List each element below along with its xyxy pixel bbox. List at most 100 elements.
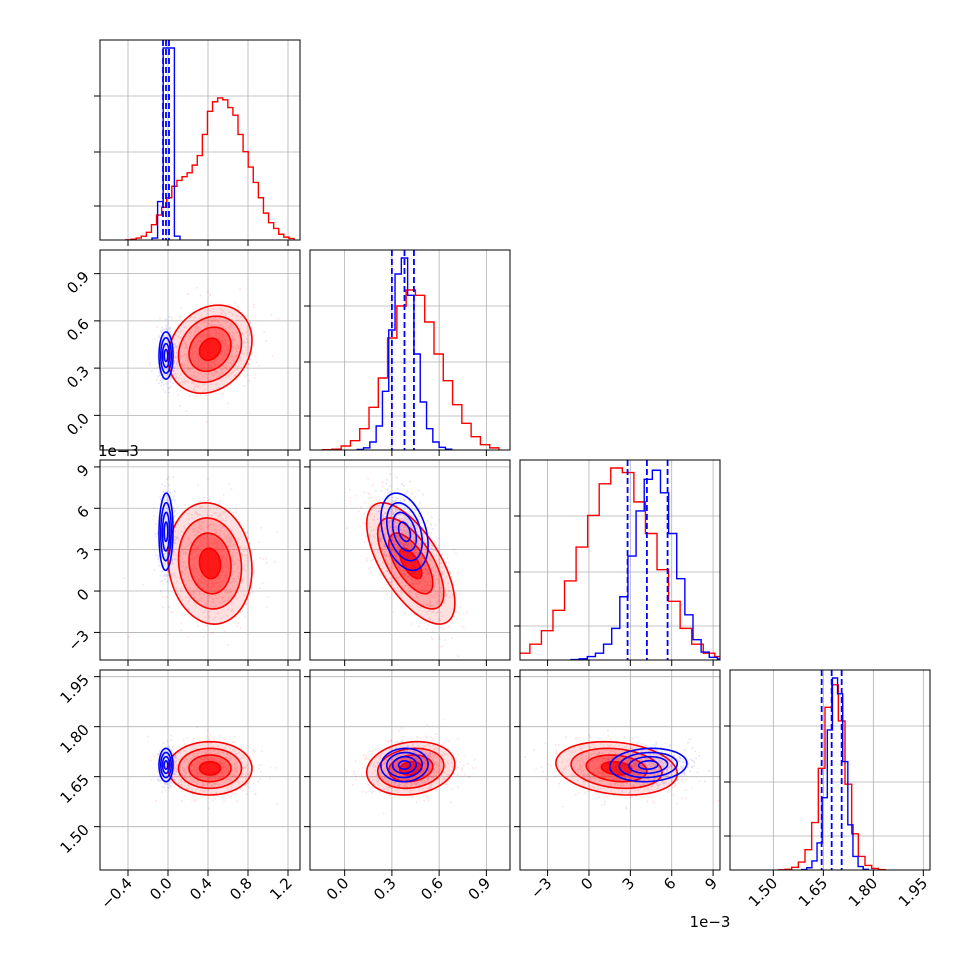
x-offset-label: 1e−3: [690, 913, 731, 931]
panel-content-3-1: [346, 718, 478, 815]
x-tick-label: 0.0: [323, 874, 353, 904]
contour-1: [159, 501, 173, 562]
hist-p3-series-0: [520, 467, 720, 658]
contour-1: [161, 755, 171, 775]
y-tick-label: 0.6: [63, 315, 93, 345]
y-tick-label: 1.95: [56, 671, 92, 707]
density-fill: [601, 761, 632, 775]
y-tick-label: 0.0: [63, 409, 93, 439]
x-tick-label: 0.3: [370, 874, 400, 904]
contour-0: [188, 532, 232, 595]
contour-1: [385, 751, 423, 779]
x-tick-label: 1.50: [745, 874, 781, 910]
contour-1: [161, 342, 171, 369]
scatter-1-2-0: [154, 476, 179, 592]
panel-3-0: −0.4 0.0 0.4 0.8 1.2 1.50 1.65 1.80 1.95: [56, 669, 301, 913]
panel-1-1: [304, 249, 511, 456]
y-tick-label: 0.3: [63, 362, 93, 392]
panels-layer: 0.0 0.3 0.6 0.9 −3 0 3 6 9 1e−3 −0.4 0.0 0.4 0.8 1.2 1.…: [56, 39, 931, 931]
contour-1: [163, 760, 169, 770]
panel-content-1-0: [149, 286, 280, 423]
hist-p2-series-0: [321, 289, 500, 450]
x-tick-label: 1.65: [795, 874, 831, 910]
contour-1: [397, 521, 412, 543]
grid-1-1: [310, 250, 510, 450]
contour-0: [177, 517, 243, 610]
x-tick-label: −3: [527, 874, 555, 902]
panel-frame: [519, 669, 721, 871]
contour-1: [163, 348, 169, 363]
hist-p4-series-0: [777, 684, 886, 870]
panel-frame: [99, 249, 301, 451]
contour-1: [163, 521, 169, 543]
x-tick-label: 0: [577, 874, 596, 893]
scatter-points: [346, 478, 468, 657]
y-offset-label: 1e−3: [98, 442, 139, 460]
panel-frame: [99, 669, 301, 871]
panel-2-1: [304, 459, 511, 666]
scatter-1-3-2: [580, 738, 710, 793]
contour-0: [198, 547, 222, 580]
scatter-points: [375, 739, 450, 790]
panel-content-0-0: [125, 40, 295, 240]
x-tick-label: 1.95: [895, 874, 931, 910]
x-tick-label: 6: [660, 874, 679, 893]
panel-frame: [99, 459, 301, 661]
contour-1: [628, 755, 669, 775]
contour-0: [365, 740, 456, 796]
contour-1: [608, 747, 688, 783]
contour-0: [188, 326, 232, 373]
grid-0-0: [100, 40, 300, 240]
contour-1: [161, 511, 171, 552]
contour-1: [391, 511, 418, 552]
panel-content-3-3: [777, 670, 886, 870]
contour-0: [600, 760, 633, 776]
panel-frame: [729, 669, 931, 871]
density-fill: [199, 548, 221, 579]
panel-content-2-0: [123, 476, 278, 660]
panel-3-1: 0.0 0.3 0.6 0.9: [304, 669, 511, 904]
y-tick-label: 6: [73, 502, 92, 521]
panel-0-0: [94, 39, 301, 246]
scatter-0-3-0: [147, 726, 278, 810]
panel-content-3-0: [147, 726, 278, 810]
scatter-0-2-1: [346, 478, 468, 657]
contour-0: [387, 532, 434, 595]
contour-1: [380, 747, 429, 783]
contour-0: [198, 760, 222, 776]
scatter-points: [154, 476, 179, 592]
panel-frame: [309, 459, 511, 661]
panel-3-2: −3 0 3 6 9 1e−3: [514, 669, 731, 931]
contour-1: [385, 501, 424, 562]
x-tick-label: 0.6: [417, 874, 447, 904]
y-tick-label: 0: [73, 585, 92, 604]
contour-1: [159, 336, 173, 375]
contour-1: [158, 747, 174, 783]
contour-1: [637, 760, 659, 770]
y-tick-label: 0.9: [63, 268, 93, 298]
panel-1-0: 0.0 0.3 0.6 0.9: [63, 249, 301, 456]
contour-1: [380, 492, 429, 572]
hist-p2-series-1: [356, 257, 453, 450]
panel-content-1-1: [321, 250, 500, 450]
panel-frame: [99, 39, 301, 241]
contour-0: [198, 337, 222, 362]
grid-3-3: [730, 670, 930, 870]
hist-p3-series-1: [570, 469, 720, 660]
panel-2-0: −3 0 3 6 9 1e−3: [64, 442, 301, 666]
panel-content-3-2: [524, 729, 719, 810]
density-fill: [399, 548, 422, 579]
y-tick-label: 1.80: [56, 721, 92, 757]
y-tick-label: 1.50: [56, 821, 92, 857]
x-tick-label: 9: [701, 874, 720, 893]
contour-1: [397, 760, 412, 770]
x-tick-label: 1.2: [266, 874, 296, 904]
density-fill: [199, 761, 221, 775]
hist-p4-series-1: [800, 677, 870, 870]
scatter-1-3-1: [375, 739, 450, 790]
contour-1: [158, 492, 174, 572]
panel-content-2-1: [346, 473, 468, 657]
scatter-0-2-0: [123, 478, 278, 660]
contour-1: [158, 331, 174, 380]
